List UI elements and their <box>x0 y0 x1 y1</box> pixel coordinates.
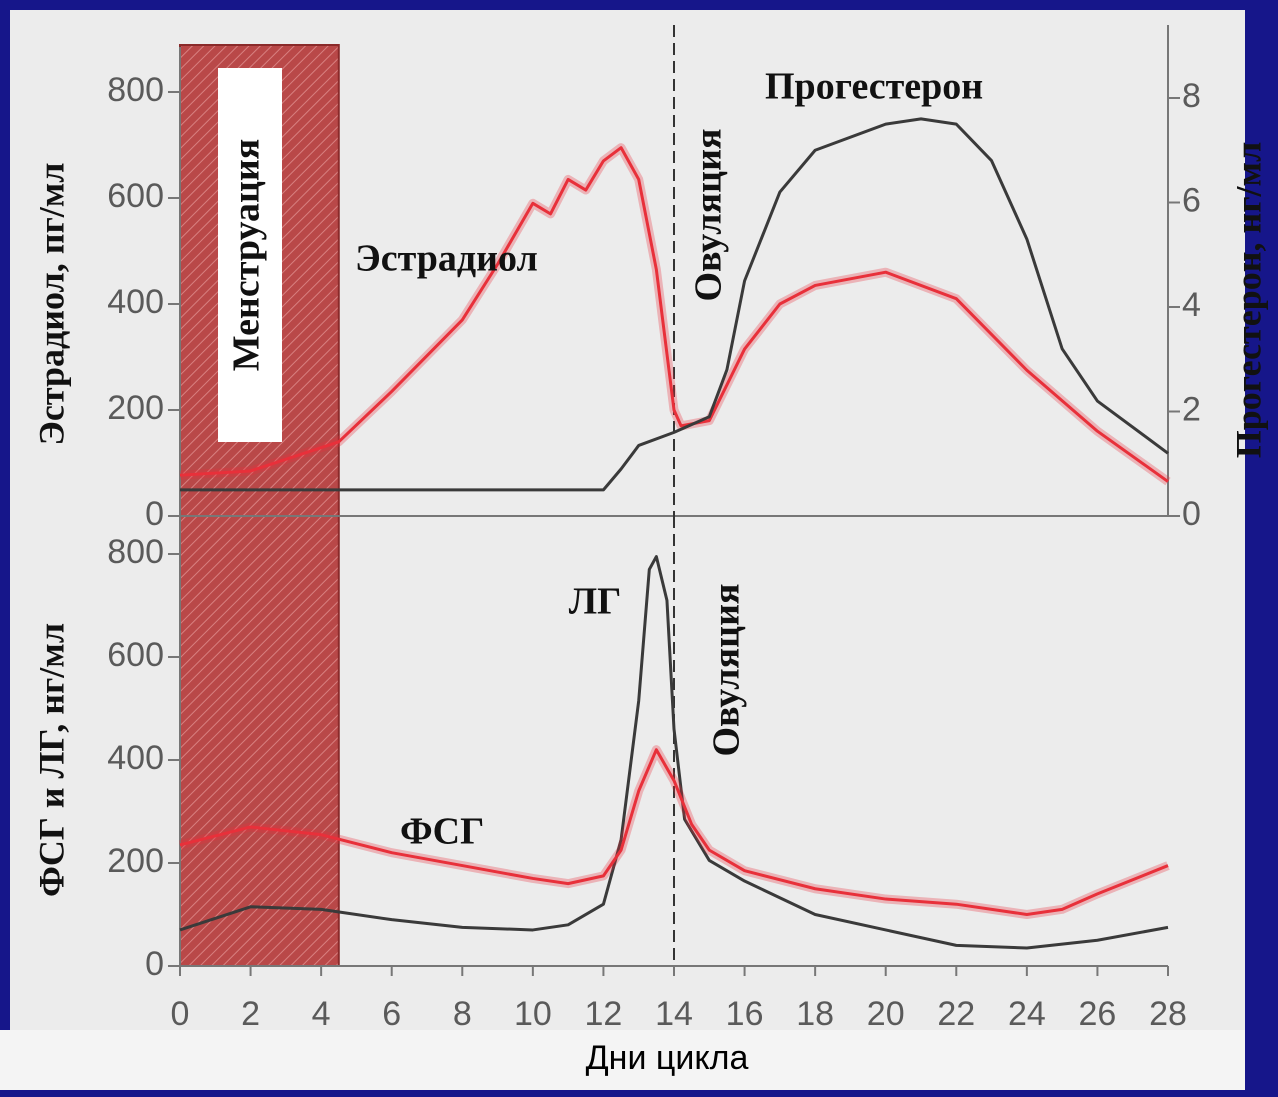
x-tick-label: 6 <box>382 995 401 1033</box>
y-tick-label: 800 <box>107 71 164 109</box>
y-tick-label: 200 <box>107 389 164 427</box>
y2-tick-label: 0 <box>1182 495 1201 533</box>
x-tick-label: 26 <box>1079 995 1117 1033</box>
x-tick-label: 0 <box>171 995 190 1033</box>
x-tick-label: 18 <box>796 995 834 1033</box>
y2-tick-label: 4 <box>1182 286 1201 324</box>
x-label-area <box>0 1030 1245 1090</box>
x-axis-title: Дни цикла <box>586 1039 749 1077</box>
series-line <box>179 146 1169 483</box>
y2-tick-label: 6 <box>1182 181 1201 219</box>
x-tick-label: 10 <box>514 995 552 1033</box>
y-axis-title: ФСГ и ЛГ, нг/мл <box>31 623 71 897</box>
series-line <box>179 555 1169 950</box>
y-tick-label: 200 <box>107 842 164 880</box>
y-tick-label: 600 <box>107 177 164 215</box>
ovulation-label: Овуляция <box>688 128 730 301</box>
y-tick-label: 0 <box>145 945 164 983</box>
x-tick-label: 4 <box>312 995 331 1033</box>
x-tick-label: 8 <box>453 995 472 1033</box>
y2-axis-title: Прогестерон, нг/мл <box>1228 142 1268 459</box>
x-tick-label: 12 <box>585 995 623 1033</box>
x-tick-label: 16 <box>726 995 764 1033</box>
series-label: Эстрадиол <box>355 238 538 280</box>
y-tick-label: 600 <box>107 636 164 674</box>
x-tick-label: 24 <box>1008 995 1046 1033</box>
x-tick-label: 14 <box>655 995 693 1033</box>
y-tick-label: 400 <box>107 739 164 777</box>
menstruation-label: Менструация <box>226 139 268 372</box>
x-tick-label: 20 <box>867 995 905 1033</box>
menstruation-label-box <box>218 68 282 442</box>
series-line <box>180 117 1169 492</box>
x-tick-label: 2 <box>241 995 260 1033</box>
y-axis-title: Эстрадиол, пг/мл <box>31 162 71 445</box>
series-label: ФСГ <box>400 811 484 853</box>
x-tick-label: 22 <box>937 995 975 1033</box>
ovulation-label: Овуляция <box>706 583 748 756</box>
x-tick-label: 28 <box>1149 995 1187 1033</box>
y-tick-label: 800 <box>107 533 164 571</box>
series-line <box>179 748 1169 916</box>
y2-tick-label: 8 <box>1182 77 1201 115</box>
y-tick-label: 0 <box>145 495 164 533</box>
y-tick-label: 400 <box>107 283 164 321</box>
series-label: ЛГ <box>569 581 622 623</box>
series-label: Прогестерон <box>765 66 983 108</box>
y2-tick-label: 2 <box>1182 390 1201 428</box>
